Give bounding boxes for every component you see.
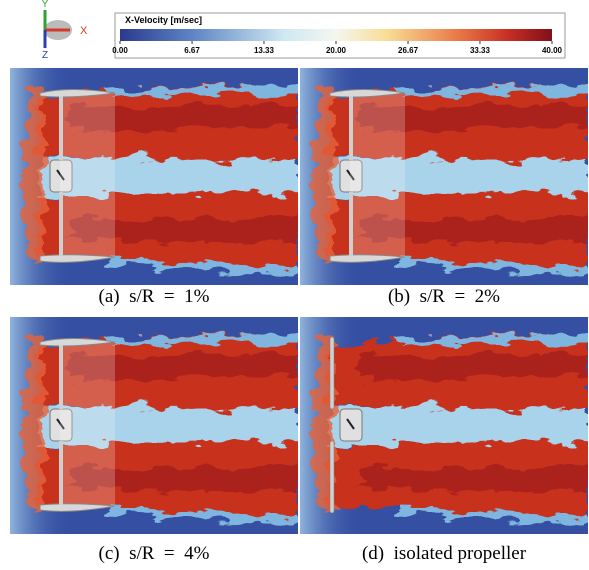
contour-panel bbox=[10, 317, 298, 534]
axis-triad: Y X Z bbox=[42, 0, 88, 61]
colorbar-tick-label: 33.33 bbox=[470, 46, 491, 55]
caption: (c) s/R = 4% bbox=[98, 543, 210, 564]
contour-panel bbox=[300, 68, 588, 285]
colorbar-tick-label: 0.00 bbox=[112, 46, 128, 55]
caption: (a) s/R = 1% bbox=[98, 286, 210, 307]
colorbar-gradient bbox=[120, 29, 552, 41]
colorbar-tick-label: 6.67 bbox=[184, 46, 200, 55]
contour-panel bbox=[10, 68, 298, 285]
colorbar-tick-label: 20.00 bbox=[326, 46, 347, 55]
colorbar-tick-label: 40.00 bbox=[542, 46, 563, 55]
z-label: Z bbox=[42, 50, 48, 61]
colorbar-tick-label: 26.67 bbox=[398, 46, 419, 55]
caption: (b) s/R = 2% bbox=[387, 286, 501, 307]
y-label: Y bbox=[42, 0, 49, 10]
colorbar-title: X-Velocity [m/sec] bbox=[125, 15, 202, 25]
caption: (d) isolated propeller bbox=[361, 543, 527, 564]
contour-panel bbox=[300, 317, 588, 534]
colorbar: X-Velocity [m/sec] 0.00 6.67 13.33 20.00 26.… bbox=[112, 12, 566, 59]
header: Y X Z X-Velocity [m/sec] 0.00 6.67 13.33 20… bbox=[42, 0, 566, 61]
x-label: X bbox=[80, 25, 88, 37]
colorbar-tick-label: 13.33 bbox=[254, 46, 275, 55]
